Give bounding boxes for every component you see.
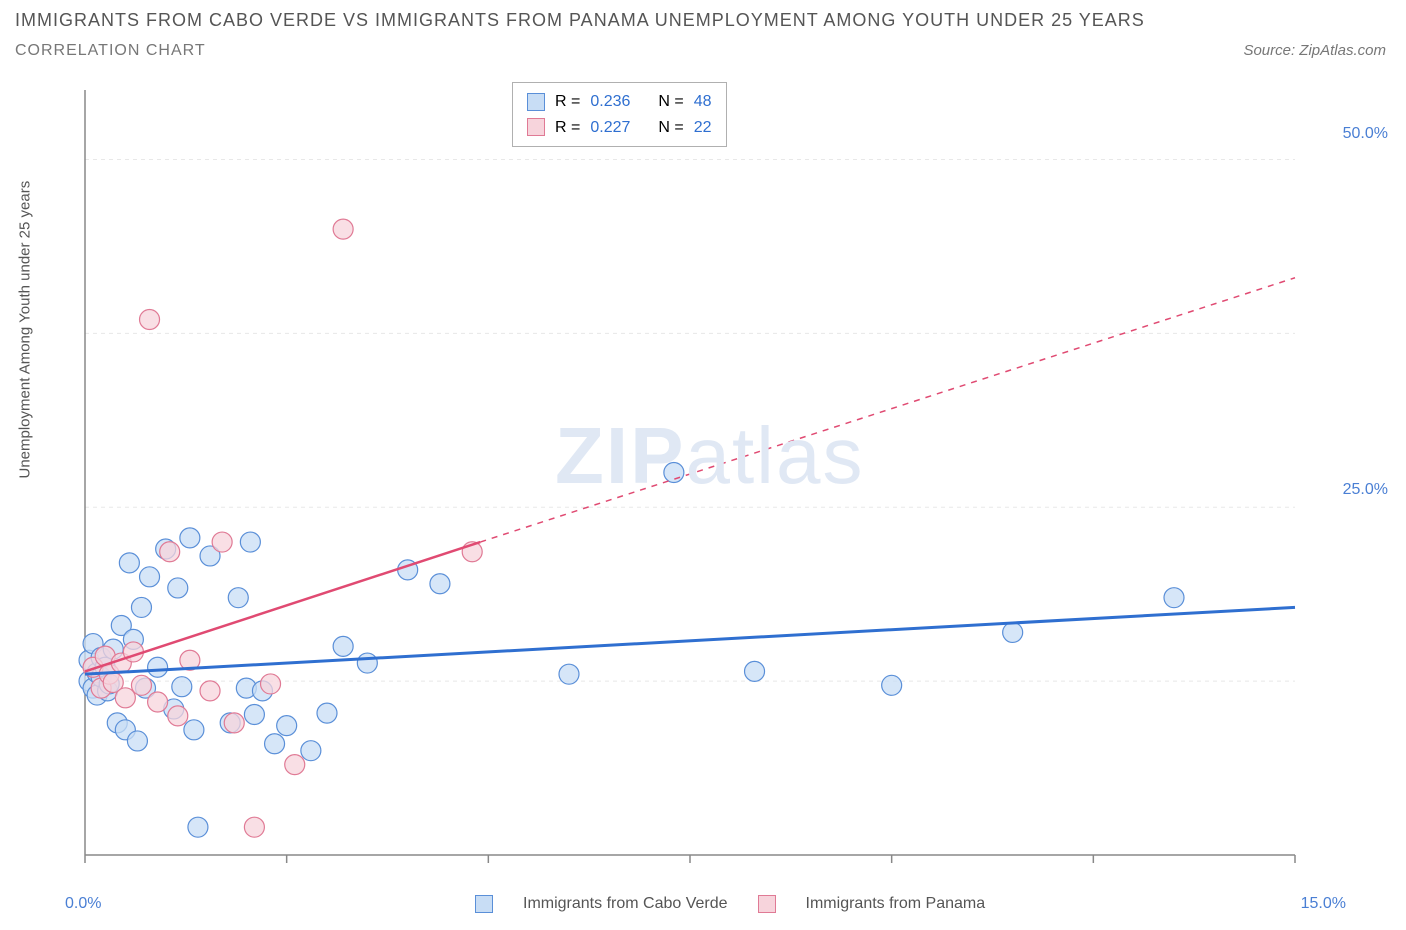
x-tick-15: 15.0% xyxy=(1301,895,1346,913)
legend-swatch-2 xyxy=(758,895,776,913)
n-value-2: 22 xyxy=(694,115,712,141)
n-label-1: N = xyxy=(658,89,683,115)
chart-area: ZIPatlas xyxy=(75,80,1305,865)
source-label: Source: ZipAtlas.com xyxy=(1243,42,1386,59)
swatch-series1 xyxy=(527,93,545,111)
x-tick-0: 0.0% xyxy=(65,895,101,913)
stats-box: R = 0.236 N = 48 R = 0.227 N = 22 xyxy=(512,82,727,147)
y-tick-50: 50.0% xyxy=(1343,125,1388,143)
stats-row-1: R = 0.236 N = 48 xyxy=(527,89,712,115)
swatch-series2 xyxy=(527,118,545,136)
stats-row-2: R = 0.227 N = 22 xyxy=(527,115,712,141)
scatter-chart xyxy=(75,80,1305,865)
chart-title-line2: CORRELATION CHART xyxy=(15,42,206,60)
y-axis-label: Unemployment Among Youth under 25 years xyxy=(17,181,34,479)
r-label-1: R = xyxy=(555,89,580,115)
r-value-2: 0.227 xyxy=(590,115,630,141)
r-value-1: 0.236 xyxy=(590,89,630,115)
legend-bottom: Immigrants from Cabo Verde Immigrants fr… xyxy=(475,895,985,913)
legend-swatch-1 xyxy=(475,895,493,913)
r-label-2: R = xyxy=(555,115,580,141)
n-label-2: N = xyxy=(658,115,683,141)
chart-title-line1: IMMIGRANTS FROM CABO VERDE VS IMMIGRANTS… xyxy=(15,10,1145,31)
n-value-1: 48 xyxy=(694,89,712,115)
legend-label-2: Immigrants from Panama xyxy=(806,895,986,913)
y-tick-25: 25.0% xyxy=(1343,481,1388,499)
legend-label-1: Immigrants from Cabo Verde xyxy=(523,895,728,913)
